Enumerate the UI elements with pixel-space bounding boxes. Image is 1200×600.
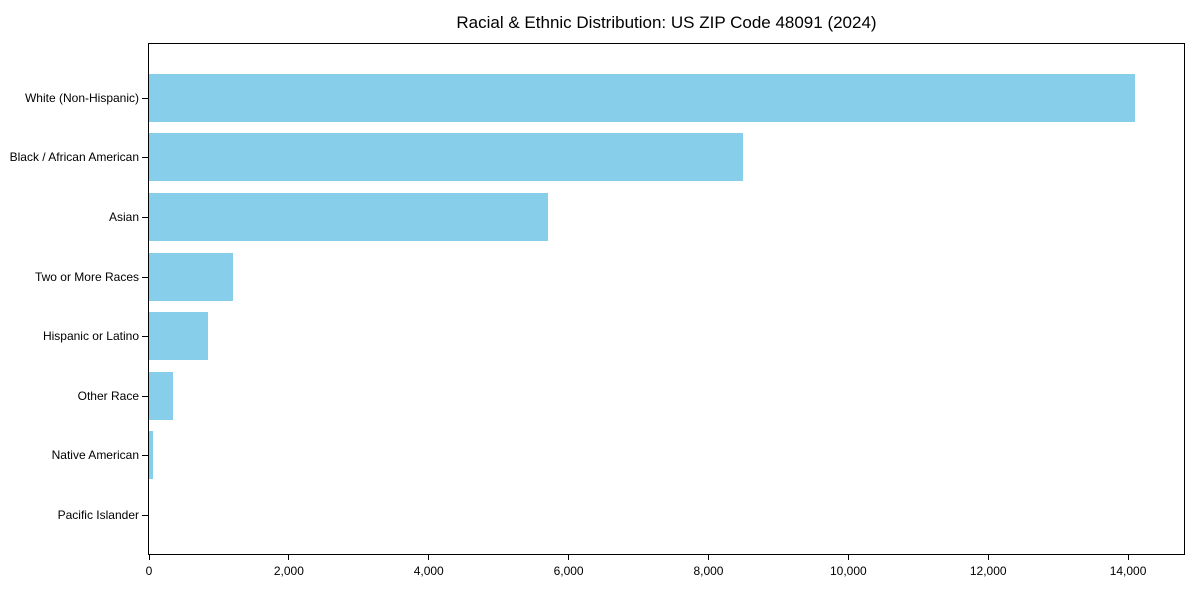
y-tick-mark — [142, 336, 148, 338]
x-tick-mark — [847, 554, 849, 560]
y-tick-mark — [142, 97, 148, 99]
x-tick-label: 12,000 — [969, 564, 1007, 578]
bar — [149, 252, 233, 301]
x-tick-mark — [428, 554, 430, 560]
chart-title: Racial & Ethnic Distribution: US ZIP Cod… — [456, 13, 877, 32]
category-label: Other Race — [77, 388, 139, 403]
bar — [149, 192, 548, 241]
bar-row: Asian — [109, 187, 1184, 247]
bar-row: Pacific Islander — [58, 485, 1184, 545]
x-tick-label: 14,000 — [1109, 564, 1147, 578]
bar-row: White (Non-Hispanic) — [25, 68, 1184, 128]
x-tick-mark — [707, 554, 709, 560]
y-tick-mark — [142, 455, 148, 457]
category-label: Two or More Races — [34, 269, 139, 284]
category-label: Native American — [51, 448, 139, 463]
y-tick-mark — [142, 514, 148, 516]
x-tick-label: 8,000 — [693, 564, 724, 578]
bar — [149, 133, 744, 182]
x-tick-label: 0 — [145, 564, 153, 578]
bar — [149, 371, 173, 420]
bar-rows-container: White (Non-Hispanic) Black / African Ame… — [10, 44, 1184, 554]
category-label: Hispanic or Latino — [42, 329, 139, 344]
plot-area: White (Non-Hispanic) Black / African Ame… — [10, 43, 1185, 578]
x-tick-mark — [288, 554, 290, 560]
category-label: Black / African American — [9, 150, 139, 165]
bar — [149, 312, 209, 361]
bar-row: Native American — [52, 426, 1184, 486]
bar — [149, 73, 1136, 122]
category-label: White (Non-Hispanic) — [24, 90, 139, 105]
bar-row: Black / African American — [10, 128, 1184, 188]
x-tick-label: 10,000 — [829, 564, 867, 578]
category-label: Asian — [108, 209, 139, 224]
y-tick-mark — [142, 395, 148, 397]
x-tick-mark — [1127, 554, 1129, 560]
category-label: Pacific Islander — [57, 507, 139, 522]
bar-row: Other Race — [78, 366, 1184, 426]
x-tick-label: 4,000 — [413, 564, 444, 578]
y-tick-mark — [142, 157, 148, 159]
x-tick-mark — [148, 554, 150, 560]
x-axis-ticks-container: 0 2,000 4,000 6,000 8,000 10,000 12,000 … — [146, 44, 1184, 578]
bar-row: Hispanic or Latino — [43, 306, 1184, 366]
x-tick-label: 2,000 — [273, 564, 304, 578]
bar-row: Two or More Races — [35, 247, 1184, 307]
y-tick-mark — [142, 216, 148, 218]
bar — [149, 431, 154, 480]
x-tick-mark — [987, 554, 989, 560]
x-tick-mark — [568, 554, 570, 560]
x-tick-label: 6,000 — [553, 564, 584, 578]
y-tick-mark — [142, 276, 148, 278]
